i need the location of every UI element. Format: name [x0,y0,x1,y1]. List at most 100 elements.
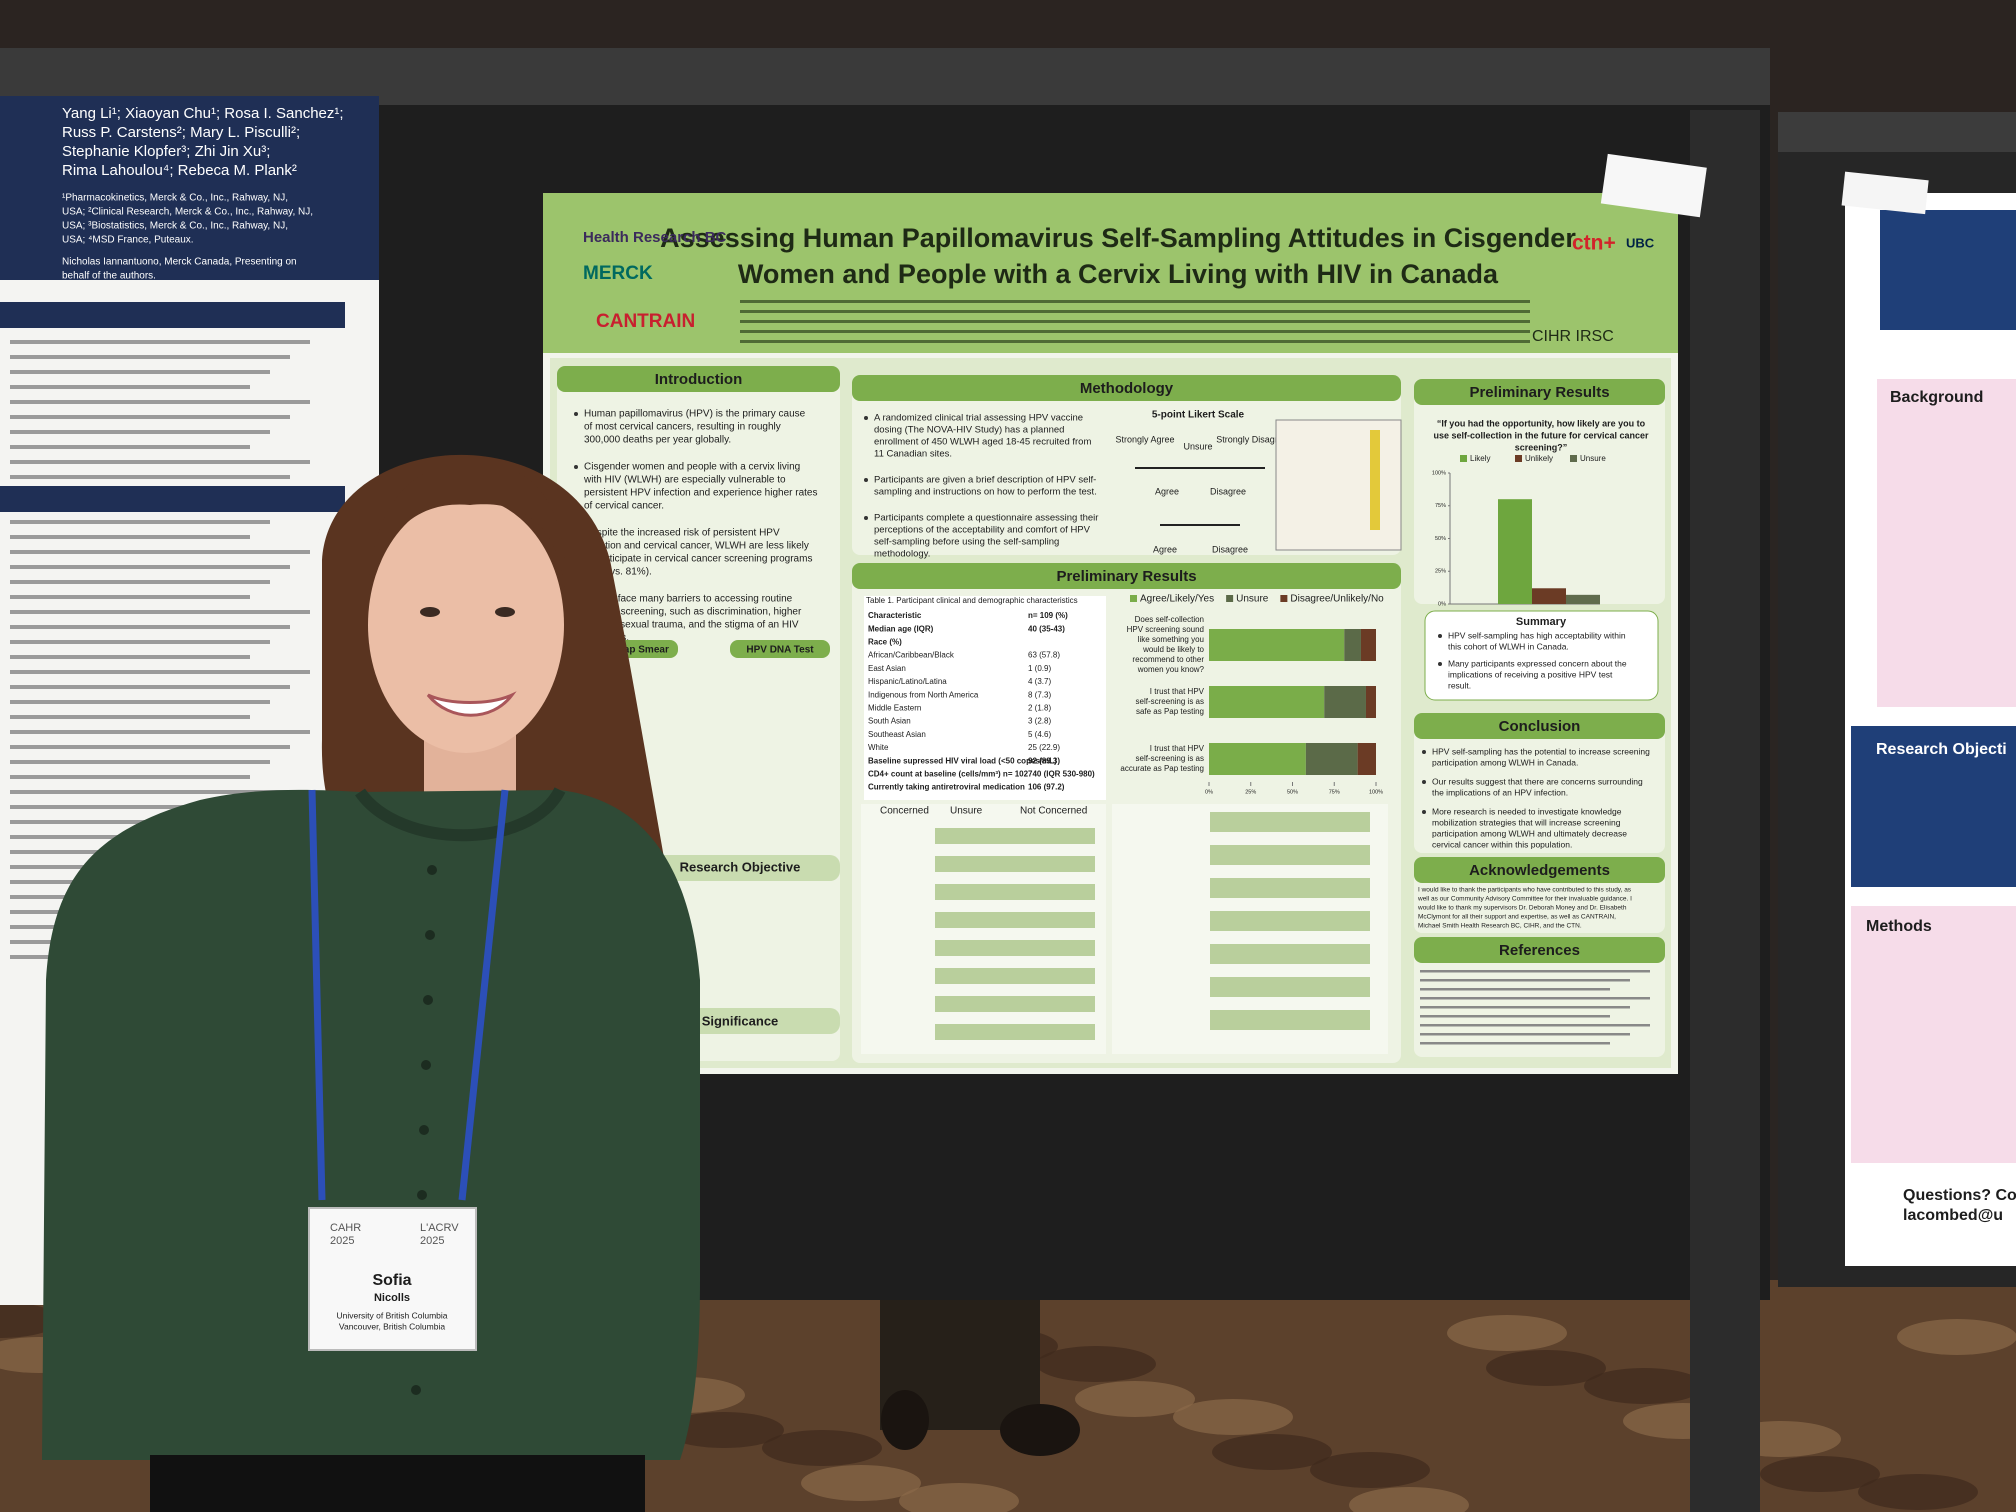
category-label: self-screening is as [1136,697,1204,706]
paragraph-line: cervical screening, such as discriminati… [584,607,802,618]
paragraph-line: mobilization strategies that will increa… [1432,817,1621,827]
legend-label: Unsure [950,806,983,817]
table-caption: Table 1. Participant clinical and demogr… [866,596,1078,605]
badge-affiliation: Vancouver, British Columbia [339,1321,445,1331]
author-line: Yang Li¹; Xiaoyan Chu¹; Rosa I. Sanchez¹… [62,105,344,122]
kit-item [1370,430,1380,530]
table-cell: Race (%) [868,638,902,647]
table-cell: Indigenous from North America [868,690,979,699]
paragraph-line: Human papillomavirus (HPV) is the primar… [584,409,806,420]
text-placeholder [10,400,310,404]
legend-label: Concerned [880,806,929,817]
background-shoe [1000,1404,1080,1456]
paragraph-line: A randomized clinical trial assessing HP… [874,413,1083,424]
y-tick-label: 0% [1438,601,1446,607]
reference-placeholder [1420,1006,1630,1009]
section-header [852,563,1401,589]
carpet-pattern [1349,1487,1469,1512]
paragraph-line: participation among WLWH and ultimately … [1432,828,1627,838]
table-cell: n= 109 (%) [1028,611,1068,620]
reference-placeholder [1420,1033,1630,1036]
affiliation-line: USA; ⁴MSD France, Puteaux. [62,235,194,246]
background-shoe [881,1390,929,1450]
paragraph-line: rates of sexual trauma, and the stigma o… [584,620,799,631]
paragraph-line: WLWH face many barriers to accessing rou… [584,594,793,605]
carpet-pattern [664,1412,784,1448]
carpet-pattern [1858,1474,1978,1510]
paragraph-line: 11 Canadian sites. [874,449,952,460]
faint-row [1210,944,1370,964]
author-line: Stephanie Klopfer³; Zhi Jin Xu³; [62,143,270,160]
right-board-rail [1778,112,2016,152]
hair-fringe [368,466,567,600]
right-poster-section [1851,726,2016,887]
right-poster-section [1851,906,2016,1163]
text-placeholder [10,760,270,764]
logo: UBC [1626,235,1655,250]
carpet-pattern [1036,1346,1156,1382]
section-header [852,375,1401,401]
likert-title: 5-point Likert Scale [1152,410,1245,421]
paragraph-line: Our results suggest that there are conce… [1432,776,1643,786]
x-tick-label: 50% [1287,789,1298,795]
text-placeholder [10,655,250,659]
text-placeholder [10,340,310,344]
paragraph-line: infection and cervical cancer, WLWH are … [584,541,809,552]
section-heading: Conclusion [1499,718,1581,735]
text-placeholder [10,430,270,434]
contact-line: Questions? Co [1903,1187,2016,1204]
table-cell: Baseline supressed HIV viral load (<50 c… [868,756,1057,765]
text-placeholder [10,565,290,569]
bar [1532,588,1566,604]
likert-label: Strongly Agree [1115,434,1174,444]
table-cell: 5 (4.6) [1028,730,1051,739]
category-label: like something you [1138,635,1204,644]
faint-row [935,996,1095,1012]
paragraph-line: Many participants expressed concern abou… [1448,658,1627,668]
paragraph-line: dosing (The NOVA-HIV Study) has a planne… [874,425,1064,436]
poster-title: Assessing Human Papillomavirus Self-Samp… [660,223,1576,253]
poster-panel [1414,713,1665,853]
section-heading: References [1499,942,1580,959]
reference-placeholder [1420,997,1650,1000]
x-tick-label: 0% [1205,789,1213,795]
summary-box [1424,610,1659,701]
text-placeholder [10,355,290,359]
table-cell: 92 (89.3) [1028,756,1060,765]
badge-logo: 2025 [420,1235,444,1247]
lanyard [308,789,326,1201]
likert-label: Disagree [1210,486,1246,496]
category-label: HPV screening sound [1127,625,1204,634]
poster-panel [852,375,1401,555]
carpet-pattern [1075,1381,1195,1417]
likert-label: Unsure [1183,441,1212,451]
board-number-card [1841,171,1929,215]
reference-placeholder [1420,979,1630,982]
text-placeholder [10,700,270,704]
bullet [574,412,578,416]
x-tick-label: 100% [1369,789,1383,795]
carpet-pattern [1173,1399,1293,1435]
faint-row [935,1024,1095,1040]
author-placeholder [740,320,1530,323]
bullet [864,516,868,520]
box-label: Significance [702,1013,779,1028]
table-cell: 106 (97.2) [1028,783,1065,792]
text-placeholder [10,685,290,689]
bullet [1422,780,1426,784]
section-heading: Methodology [1080,380,1174,397]
box-label: Pap Smear [617,645,669,656]
legend-label: Unsure [1580,454,1606,463]
section-header [1414,713,1665,739]
bar-segment [1324,686,1366,718]
reference-placeholder [1420,988,1610,991]
text-placeholder [10,745,290,749]
table-cell: Characteristic [868,611,922,620]
text-placeholder [10,595,250,599]
text-placeholder [10,670,310,674]
author-placeholder [740,330,1530,333]
section-header [557,366,840,392]
paragraph-line: of most cervical cancers, resulting in r… [584,422,781,433]
contact-line: lacombed@u [1903,1207,2003,1224]
